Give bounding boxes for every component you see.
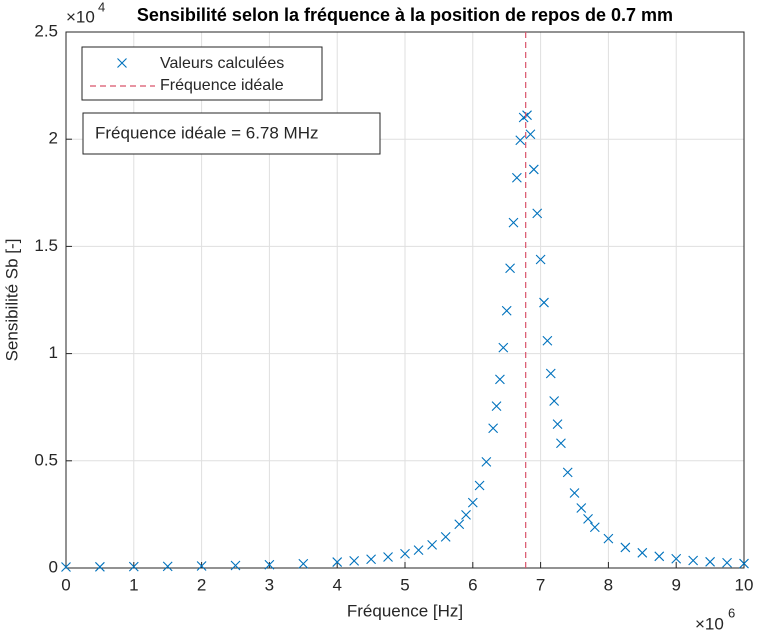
marker bbox=[196, 561, 207, 571]
marker bbox=[589, 522, 600, 533]
marker bbox=[671, 553, 682, 564]
marker bbox=[461, 509, 471, 520]
marker bbox=[739, 558, 749, 569]
marker bbox=[522, 110, 532, 121]
marker bbox=[688, 555, 699, 566]
marker bbox=[583, 514, 593, 524]
x-multiplier-exponent: 6 bbox=[728, 605, 735, 620]
x-tick-label: 8 bbox=[604, 575, 613, 594]
marker bbox=[413, 545, 424, 555]
legend-label: Valeurs calculées bbox=[160, 55, 284, 72]
marker bbox=[603, 533, 614, 544]
marker bbox=[467, 497, 478, 508]
marker bbox=[366, 554, 376, 565]
marker bbox=[505, 263, 515, 274]
y-tick-label: 2 bbox=[49, 129, 58, 148]
x-tick-label: 1 bbox=[129, 575, 138, 594]
x-multiplier-base: ×10 bbox=[695, 614, 724, 633]
x-tick-label: 2 bbox=[197, 575, 206, 594]
y-tick-label: 0.5 bbox=[34, 450, 58, 469]
marker bbox=[562, 467, 573, 478]
marker bbox=[576, 503, 587, 513]
marker bbox=[61, 562, 71, 572]
marker bbox=[539, 297, 549, 308]
marker bbox=[637, 547, 648, 558]
axes-box bbox=[65, 31, 745, 569]
marker bbox=[162, 561, 173, 572]
marker bbox=[528, 164, 539, 175]
marker bbox=[535, 254, 546, 265]
x-tick-label: 10 bbox=[735, 575, 754, 594]
annotation-box bbox=[82, 112, 381, 155]
marker bbox=[481, 456, 492, 467]
x-tick-label: 5 bbox=[400, 575, 409, 594]
marker bbox=[542, 335, 553, 346]
x-axis-label: Fréquence [Hz] bbox=[347, 601, 463, 620]
marker bbox=[230, 560, 241, 571]
y-multiplier-base: ×10 bbox=[66, 7, 95, 26]
legend-marker bbox=[117, 58, 127, 68]
marker bbox=[495, 374, 505, 385]
marker bbox=[569, 488, 580, 498]
annotation: Fréquence idéale = 6.78 MHz bbox=[95, 123, 319, 142]
marker bbox=[515, 135, 526, 146]
marker bbox=[332, 557, 343, 567]
x-tick-label: 4 bbox=[332, 575, 341, 594]
marker bbox=[95, 561, 105, 572]
x-tick-label: 7 bbox=[536, 575, 545, 594]
marker bbox=[508, 217, 519, 228]
marker bbox=[383, 552, 393, 562]
marker bbox=[498, 342, 509, 353]
marker bbox=[654, 551, 665, 562]
marker bbox=[552, 419, 563, 430]
y-multiplier-exponent: 4 bbox=[98, 0, 105, 14]
marker bbox=[400, 548, 410, 559]
y-tick-label: 2.5 bbox=[34, 21, 58, 40]
marker bbox=[722, 557, 732, 568]
marker bbox=[532, 208, 543, 219]
marker bbox=[440, 532, 451, 542]
x-tick-label: 0 bbox=[61, 575, 70, 594]
marker bbox=[705, 556, 715, 567]
marker bbox=[525, 129, 536, 140]
y-tick-label: 1.5 bbox=[34, 236, 58, 255]
marker bbox=[620, 542, 631, 553]
marker bbox=[349, 555, 360, 566]
y-tick-label: 1 bbox=[49, 343, 58, 362]
marker bbox=[511, 172, 522, 183]
x-tick-label: 3 bbox=[265, 575, 274, 594]
marker bbox=[427, 539, 438, 550]
legend-label: Fréquence idéale bbox=[160, 77, 284, 94]
chart-title: Sensibilité selon la fréquence à la posi… bbox=[137, 5, 673, 25]
x-tick-label: 9 bbox=[671, 575, 680, 594]
marker bbox=[549, 396, 560, 406]
marker bbox=[501, 305, 512, 316]
marker bbox=[488, 423, 499, 434]
marker bbox=[556, 438, 566, 449]
marker bbox=[545, 368, 556, 379]
marker bbox=[128, 561, 139, 572]
x-tick-label: 6 bbox=[468, 575, 477, 594]
marker bbox=[474, 480, 485, 491]
y-axis-label: Sensibilité Sb [-] bbox=[2, 239, 21, 362]
legend-box bbox=[81, 46, 323, 101]
marker bbox=[454, 519, 465, 530]
y-tick-label: 0 bbox=[49, 557, 58, 576]
marker bbox=[298, 558, 309, 569]
marker bbox=[264, 559, 275, 570]
marker bbox=[491, 401, 502, 412]
